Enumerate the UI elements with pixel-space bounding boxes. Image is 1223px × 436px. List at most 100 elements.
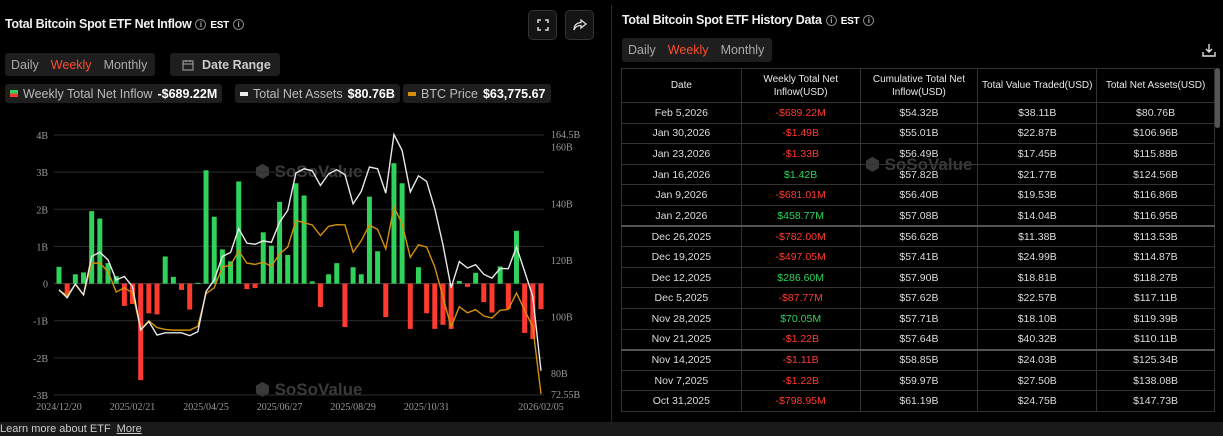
assets-cell: $80.76B bbox=[1096, 102, 1215, 124]
timezone-info-icon[interactable]: i bbox=[232, 19, 244, 31]
traded-cell: $11.38B bbox=[977, 225, 1098, 248]
traded-cell: $27.50B bbox=[977, 369, 1098, 392]
info-icon[interactable]: i bbox=[825, 15, 837, 27]
y2-tick-label: 72.55B bbox=[551, 390, 581, 401]
inflow-bar bbox=[236, 181, 242, 284]
table-scrollbar[interactable] bbox=[1215, 68, 1220, 128]
table-row: Nov 7,2025 -$1.22B $59.97B $27.50B $138.08B bbox=[621, 369, 1215, 392]
legend-assets-value: $80.76B bbox=[347, 86, 395, 101]
inflow-bar bbox=[464, 283, 470, 287]
cumulative-cell: $56.49B bbox=[859, 143, 979, 165]
assets-cell: $119.39B bbox=[1096, 307, 1215, 330]
cumulative-cell: $57.41B bbox=[859, 246, 979, 268]
inflow-cell: -$87.77M bbox=[740, 287, 861, 309]
cumulative-cell: $57.62B bbox=[859, 287, 979, 309]
more-link[interactable]: More bbox=[116, 423, 142, 435]
date-range-button[interactable]: Date Range bbox=[170, 53, 280, 76]
assets-cell: $106.96B bbox=[1096, 122, 1215, 145]
inflow-bar bbox=[179, 283, 185, 290]
fullscreen-icon bbox=[536, 19, 549, 31]
cumulative-cell: $56.40B bbox=[859, 184, 979, 206]
tab-daily[interactable]: Daily bbox=[11, 57, 39, 72]
inflow-bar bbox=[105, 263, 111, 284]
info-icon[interactable]: i bbox=[195, 19, 207, 31]
inflow-cell: -$1.11B bbox=[740, 348, 861, 371]
x-tick-label: 2025/10/31 bbox=[404, 402, 450, 413]
inflow-bar bbox=[456, 280, 462, 284]
cumulative-cell: $59.97B bbox=[859, 369, 979, 392]
traded-cell: $22.57B bbox=[977, 287, 1098, 309]
date-cell: Nov 21,2025 bbox=[621, 328, 742, 351]
inflow-bar bbox=[72, 274, 78, 284]
inflow-bar bbox=[317, 283, 323, 307]
y2-tick-label: 140B bbox=[551, 199, 573, 210]
inflow-bar bbox=[97, 218, 103, 284]
cumulative-cell: $61.19B bbox=[859, 390, 979, 412]
assets-swatch-icon bbox=[240, 91, 248, 96]
cumulative-cell: $54.32B bbox=[859, 102, 979, 124]
legend-inflow[interactable]: Weekly Total Net Inflow -$689.22M bbox=[5, 84, 223, 103]
cumulative-cell: $57.82B bbox=[859, 163, 979, 186]
inflow-cell: -$1.33B bbox=[740, 143, 861, 165]
cumulative-cell: $58.85B bbox=[859, 348, 979, 371]
price-swatch-icon bbox=[408, 91, 416, 96]
inflow-bar bbox=[350, 267, 356, 284]
date-range-label: Date Range bbox=[202, 57, 271, 72]
traded-cell: $24.03B bbox=[977, 348, 1098, 371]
x-tick-label: 2024/12/20 bbox=[36, 402, 82, 413]
tab-monthly[interactable]: Monthly bbox=[720, 43, 765, 57]
traded-cell: $19.53B bbox=[977, 184, 1098, 206]
inflow-bar bbox=[162, 256, 168, 284]
date-cell: Dec 12,2025 bbox=[621, 266, 742, 289]
tab-daily[interactable]: Daily bbox=[628, 43, 656, 57]
tab-weekly[interactable]: Weekly bbox=[667, 43, 709, 57]
date-cell: Jan 9,2026 bbox=[621, 184, 742, 206]
inflow-bar bbox=[505, 283, 511, 309]
timezone-label: EST bbox=[210, 20, 229, 31]
right-period-tabs: Daily Weekly Monthly bbox=[622, 38, 772, 62]
inflow-cell: -$798.95M bbox=[740, 390, 861, 412]
share-button[interactable] bbox=[565, 10, 594, 40]
footer-text: Learn more about ETF bbox=[0, 423, 111, 435]
inflow-bar bbox=[89, 211, 95, 284]
y-tick-label: 2B bbox=[36, 205, 48, 216]
date-cell: Dec 5,2025 bbox=[621, 287, 742, 309]
x-tick-label: 2025/04/25 bbox=[183, 402, 229, 413]
download-icon[interactable] bbox=[1201, 42, 1217, 58]
inflow-bar bbox=[383, 283, 389, 317]
inflow-cell: -$782.00M bbox=[740, 225, 861, 248]
legend-assets-label: Total Net Assets bbox=[253, 86, 343, 101]
x-tick-label: 2026/02/05 bbox=[518, 402, 564, 413]
assets-cell: $113.53B bbox=[1096, 225, 1215, 248]
assets-cell: $125.34B bbox=[1096, 348, 1215, 371]
inflow-bar bbox=[170, 276, 176, 284]
legend-price[interactable]: BTC Price $63,775.67 bbox=[403, 84, 551, 103]
inflow-bar bbox=[424, 283, 430, 314]
column-header: Weekly Total Net Inflow(USD) bbox=[740, 68, 861, 103]
assets-cell: $147.73B bbox=[1096, 390, 1215, 412]
legend-assets[interactable]: Total Net Assets $80.76B bbox=[235, 84, 400, 103]
inflow-bar bbox=[326, 274, 332, 284]
y-tick-label: 3B bbox=[36, 168, 48, 179]
table-row: Dec 19,2025 -$497.05M $57.41B $24.99B $114.8… bbox=[621, 246, 1215, 268]
table-row: Nov 21,2025 -$1.22B $57.64B $40.32B $110.11B bbox=[621, 328, 1215, 351]
inflow-chart[interactable]: 4B 3B 2B 1B 0 -1B -2B -3B 164.5B 160B 140B 120B 100B… bbox=[0, 110, 610, 420]
x-tick-label: 2025/02/21 bbox=[110, 402, 156, 413]
assets-cell: $138.08B bbox=[1096, 369, 1215, 392]
timezone-info-icon[interactable]: i bbox=[863, 15, 875, 27]
fullscreen-button[interactable] bbox=[528, 10, 557, 40]
tab-monthly[interactable]: Monthly bbox=[103, 57, 148, 72]
inflow-bar bbox=[244, 283, 250, 290]
tab-weekly[interactable]: Weekly bbox=[50, 57, 92, 72]
table-row: Jan 16,2026 $1.42B $57.82B $21.77B $124.56B bbox=[621, 163, 1215, 186]
cumulative-cell: $57.71B bbox=[859, 307, 979, 330]
table-row: Jan 23,2026 -$1.33B $56.49B $17.45B $115.88B bbox=[621, 143, 1215, 165]
assets-cell: $124.56B bbox=[1096, 163, 1215, 186]
column-header: Total Net Assets(USD) bbox=[1096, 68, 1215, 103]
date-cell: Nov 7,2025 bbox=[621, 369, 742, 392]
inflow-bar bbox=[481, 283, 487, 303]
inflow-bar bbox=[121, 283, 127, 306]
table-row: Nov 14,2025 -$1.11B $58.85B $24.03B $125.34B bbox=[621, 348, 1215, 371]
inflow-bar bbox=[138, 283, 144, 381]
inflow-cell: -$689.22M bbox=[740, 102, 861, 124]
